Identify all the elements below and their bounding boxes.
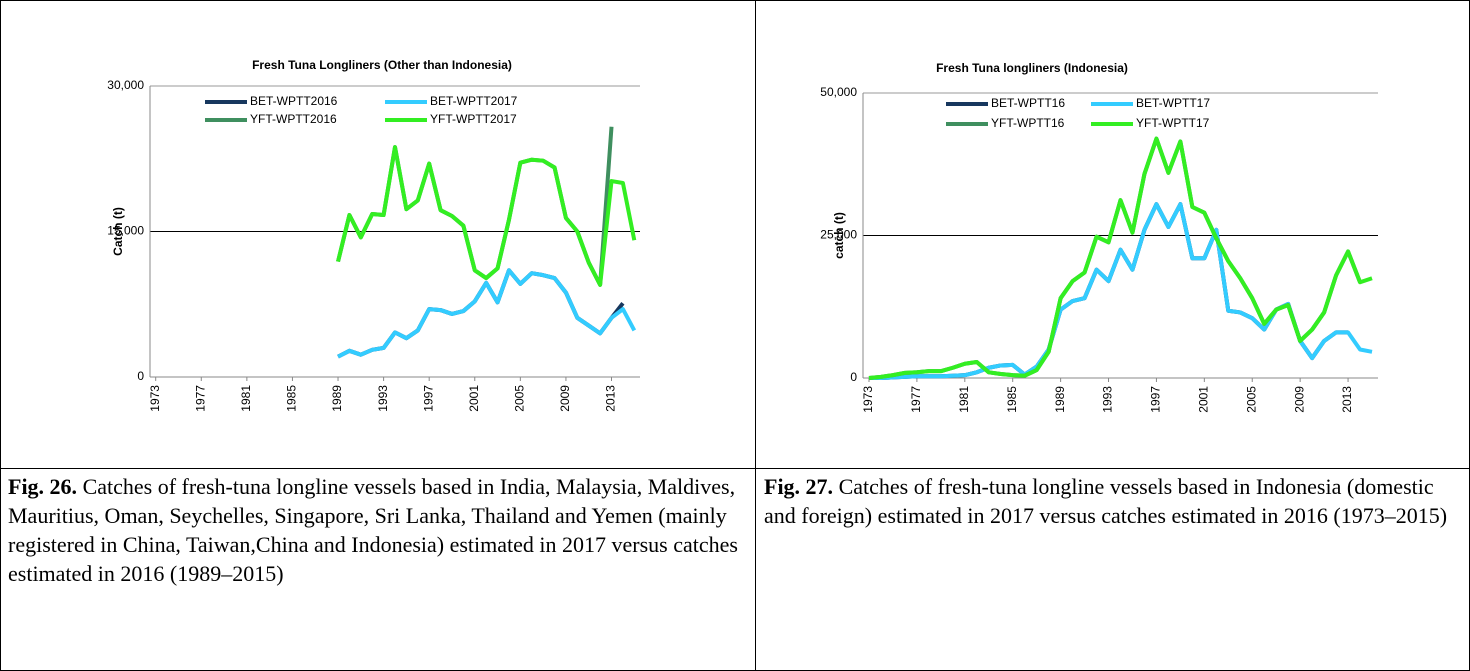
x-tick-label: 1977: [909, 386, 923, 413]
x-tick-label: 2005: [513, 385, 527, 412]
series-line: [336, 145, 637, 287]
series-line: [868, 202, 1349, 380]
x-tick-label: 2009: [1292, 386, 1306, 413]
legend-label: YFT-WPTT17: [1136, 116, 1210, 130]
series-line: [336, 126, 614, 287]
legend-label: YFT-WPTT2016: [250, 112, 337, 126]
x-tick-label: 2013: [1340, 386, 1354, 413]
caption: Fig. 27. Catches of fresh-tuna longline …: [758, 472, 1466, 530]
x-tick-label: 1977: [193, 385, 207, 412]
caption: Fig. 26. Catches of fresh-tuna longline …: [2, 472, 754, 588]
x-tick-label: 1997: [421, 385, 435, 412]
column-divider: [755, 0, 756, 671]
x-tick-label: 1997: [1149, 386, 1163, 413]
row-divider: [0, 468, 1470, 469]
x-tick-label: 1993: [376, 385, 390, 412]
caption-text: Catches of fresh-tuna longline vessels b…: [8, 474, 738, 586]
x-tick-label: 1985: [285, 385, 299, 412]
y-axis-label: Catch (t): [111, 207, 125, 256]
legend-label: YFT-WPTT16: [991, 116, 1065, 130]
x-tick-label: 1985: [1005, 386, 1019, 413]
x-tick-label: 1973: [861, 386, 875, 413]
caption-label: Fig. 27.: [764, 474, 834, 499]
x-tick-label: 2001: [467, 385, 481, 412]
legend-label: BET-WPTT17: [1136, 96, 1210, 110]
series-line: [868, 136, 1373, 380]
y-tick-label: 0: [850, 370, 857, 384]
x-tick-label: 1973: [148, 385, 162, 412]
chart-title: Fresh Tuna longliners (Indonesia): [936, 61, 1128, 75]
x-tick-label: 2009: [558, 385, 572, 412]
chart: Fresh Tuna longliners (Indonesia) catch (…: [820, 61, 1378, 413]
y-tick-label: 50,000: [820, 85, 857, 99]
x-tick-label: 1993: [1101, 386, 1115, 413]
legend-label: BET-WPTT16: [991, 96, 1065, 110]
series-line: [868, 136, 1362, 380]
x-tick-label: 1989: [330, 385, 344, 412]
y-axis-label: catch (t): [832, 212, 846, 259]
x-tick-label: 1989: [1053, 386, 1067, 413]
x-tick-label: 2013: [604, 385, 618, 412]
x-tick-label: 1981: [239, 385, 253, 412]
legend-label: YFT-WPTT2017: [430, 112, 517, 126]
y-tick-label: 25,000: [820, 228, 857, 242]
chart: Fresh Tuna Longliners (Other than Indone…: [107, 58, 640, 412]
series-line: [337, 268, 625, 359]
x-tick-label: 2005: [1244, 386, 1258, 413]
caption-text: Catches of fresh-tuna longline vessels b…: [764, 474, 1448, 528]
caption-label: Fig. 26.: [8, 474, 78, 499]
series-line: [868, 202, 1373, 380]
x-tick-label: 1981: [957, 386, 971, 413]
y-tick-label: 0: [137, 369, 144, 383]
chart-title: Fresh Tuna Longliners (Other than Indone…: [252, 58, 512, 72]
legend-label: BET-WPTT2016: [250, 94, 338, 108]
y-tick-label: 15,000: [107, 224, 144, 238]
legend-label: BET-WPTT2017: [430, 94, 518, 108]
x-tick-label: 2001: [1197, 386, 1211, 413]
y-tick-label: 30,000: [107, 78, 144, 92]
series-line: [337, 268, 637, 359]
